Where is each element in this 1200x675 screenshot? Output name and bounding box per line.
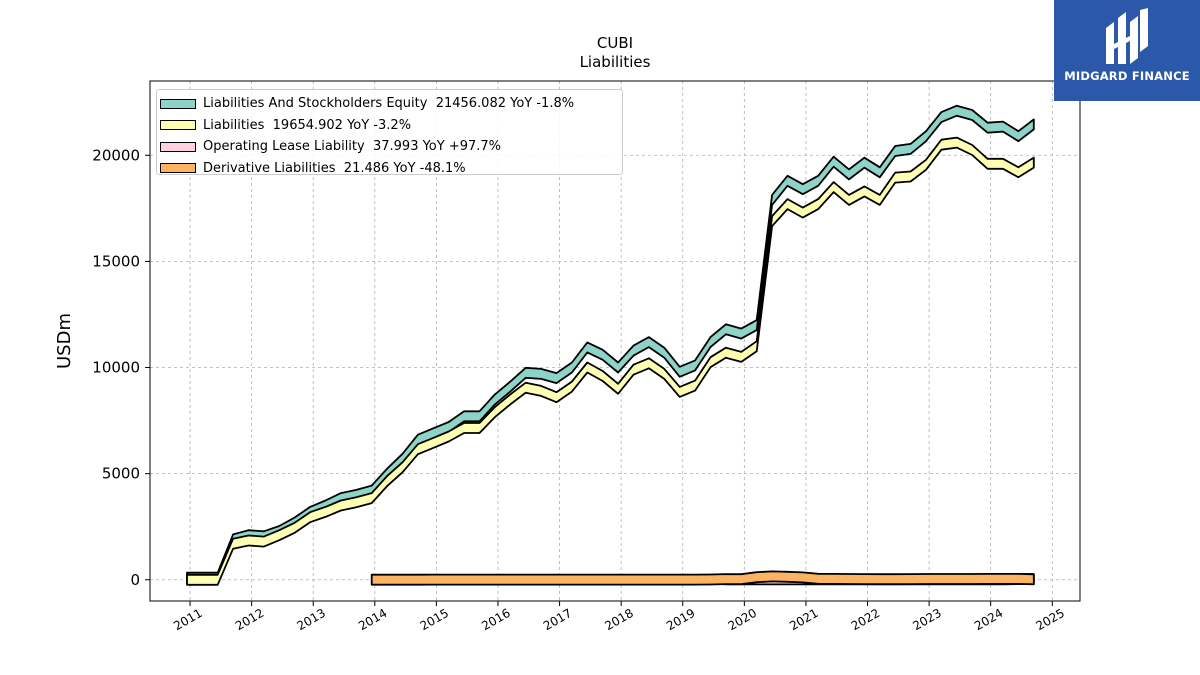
- legend-item: Operating Lease Liability 37.993 YoY +97…: [160, 136, 622, 158]
- plot-frame: [149, 80, 1081, 602]
- x-tick-label: 2011: [171, 606, 204, 633]
- y-tick-label: 5000: [102, 465, 140, 483]
- legend-swatch: [160, 141, 196, 152]
- legend: Liabilities And Stockholders Equity 2145…: [156, 89, 623, 176]
- x-tick-label: 2024: [972, 606, 1005, 633]
- x-tick-label: 2018: [602, 606, 635, 633]
- legend-label: Liabilities And Stockholders Equity 2145…: [203, 96, 575, 112]
- x-tick-label: 2017: [541, 606, 574, 633]
- axis-ticks: 2011 2012 2013 2014 2015 2016 2017 2018 2019 2020…: [92, 146, 1067, 633]
- legend-label: Operating Lease Liability 37.993 YoY +97…: [203, 139, 502, 155]
- x-tick-label: 2013: [294, 606, 327, 633]
- y-tick-label: 20000: [92, 146, 140, 164]
- y-tick-label: 15000: [92, 252, 140, 270]
- logo-text: MIDGARD FINANCE: [1064, 69, 1190, 83]
- x-tick-label: 2019: [664, 606, 697, 633]
- x-tick-label: 2020: [726, 606, 759, 633]
- chart-title: CUBI: [597, 34, 633, 52]
- y-axis-label: USDm: [54, 313, 75, 369]
- x-tick-label: 2014: [356, 606, 389, 633]
- legend-item: Liabilities 19654.902 YoY -3.2%: [160, 115, 622, 137]
- x-tick-label: 2015: [418, 606, 451, 633]
- legend-item: Liabilities And Stockholders Equity 2145…: [160, 93, 622, 115]
- legend-swatch: [160, 120, 196, 131]
- legend-label: Derivative Liabilities 21.486 YoY -48.1%: [203, 160, 466, 176]
- y-tick-label: 10000: [92, 359, 140, 377]
- series-areas: [186, 104, 1035, 586]
- legend-swatch: [160, 163, 196, 174]
- legend-label: Liabilities 19654.902 YoY -3.2%: [203, 117, 412, 133]
- x-tick-label: 2012: [233, 606, 266, 633]
- y-tick-label: 0: [130, 571, 140, 589]
- legend-swatch: [160, 98, 196, 109]
- x-tick-label: 2021: [787, 606, 820, 633]
- x-tick-label: 2023: [910, 606, 943, 633]
- midgard-logo-icon: [1106, 8, 1148, 64]
- legend-item: Derivative Liabilities 21.486 YoY -48.1%: [160, 158, 622, 180]
- x-tick-label: 2022: [849, 606, 882, 633]
- series-band-4: [370, 570, 1035, 586]
- series-band-2: [186, 136, 1035, 586]
- x-tick-label: 2016: [479, 606, 512, 633]
- chart-subtitle: Liabilities: [580, 53, 651, 71]
- brand-logo: MIDGARD FINANCE: [1054, 0, 1200, 101]
- x-tick-label: 2025: [1034, 606, 1067, 633]
